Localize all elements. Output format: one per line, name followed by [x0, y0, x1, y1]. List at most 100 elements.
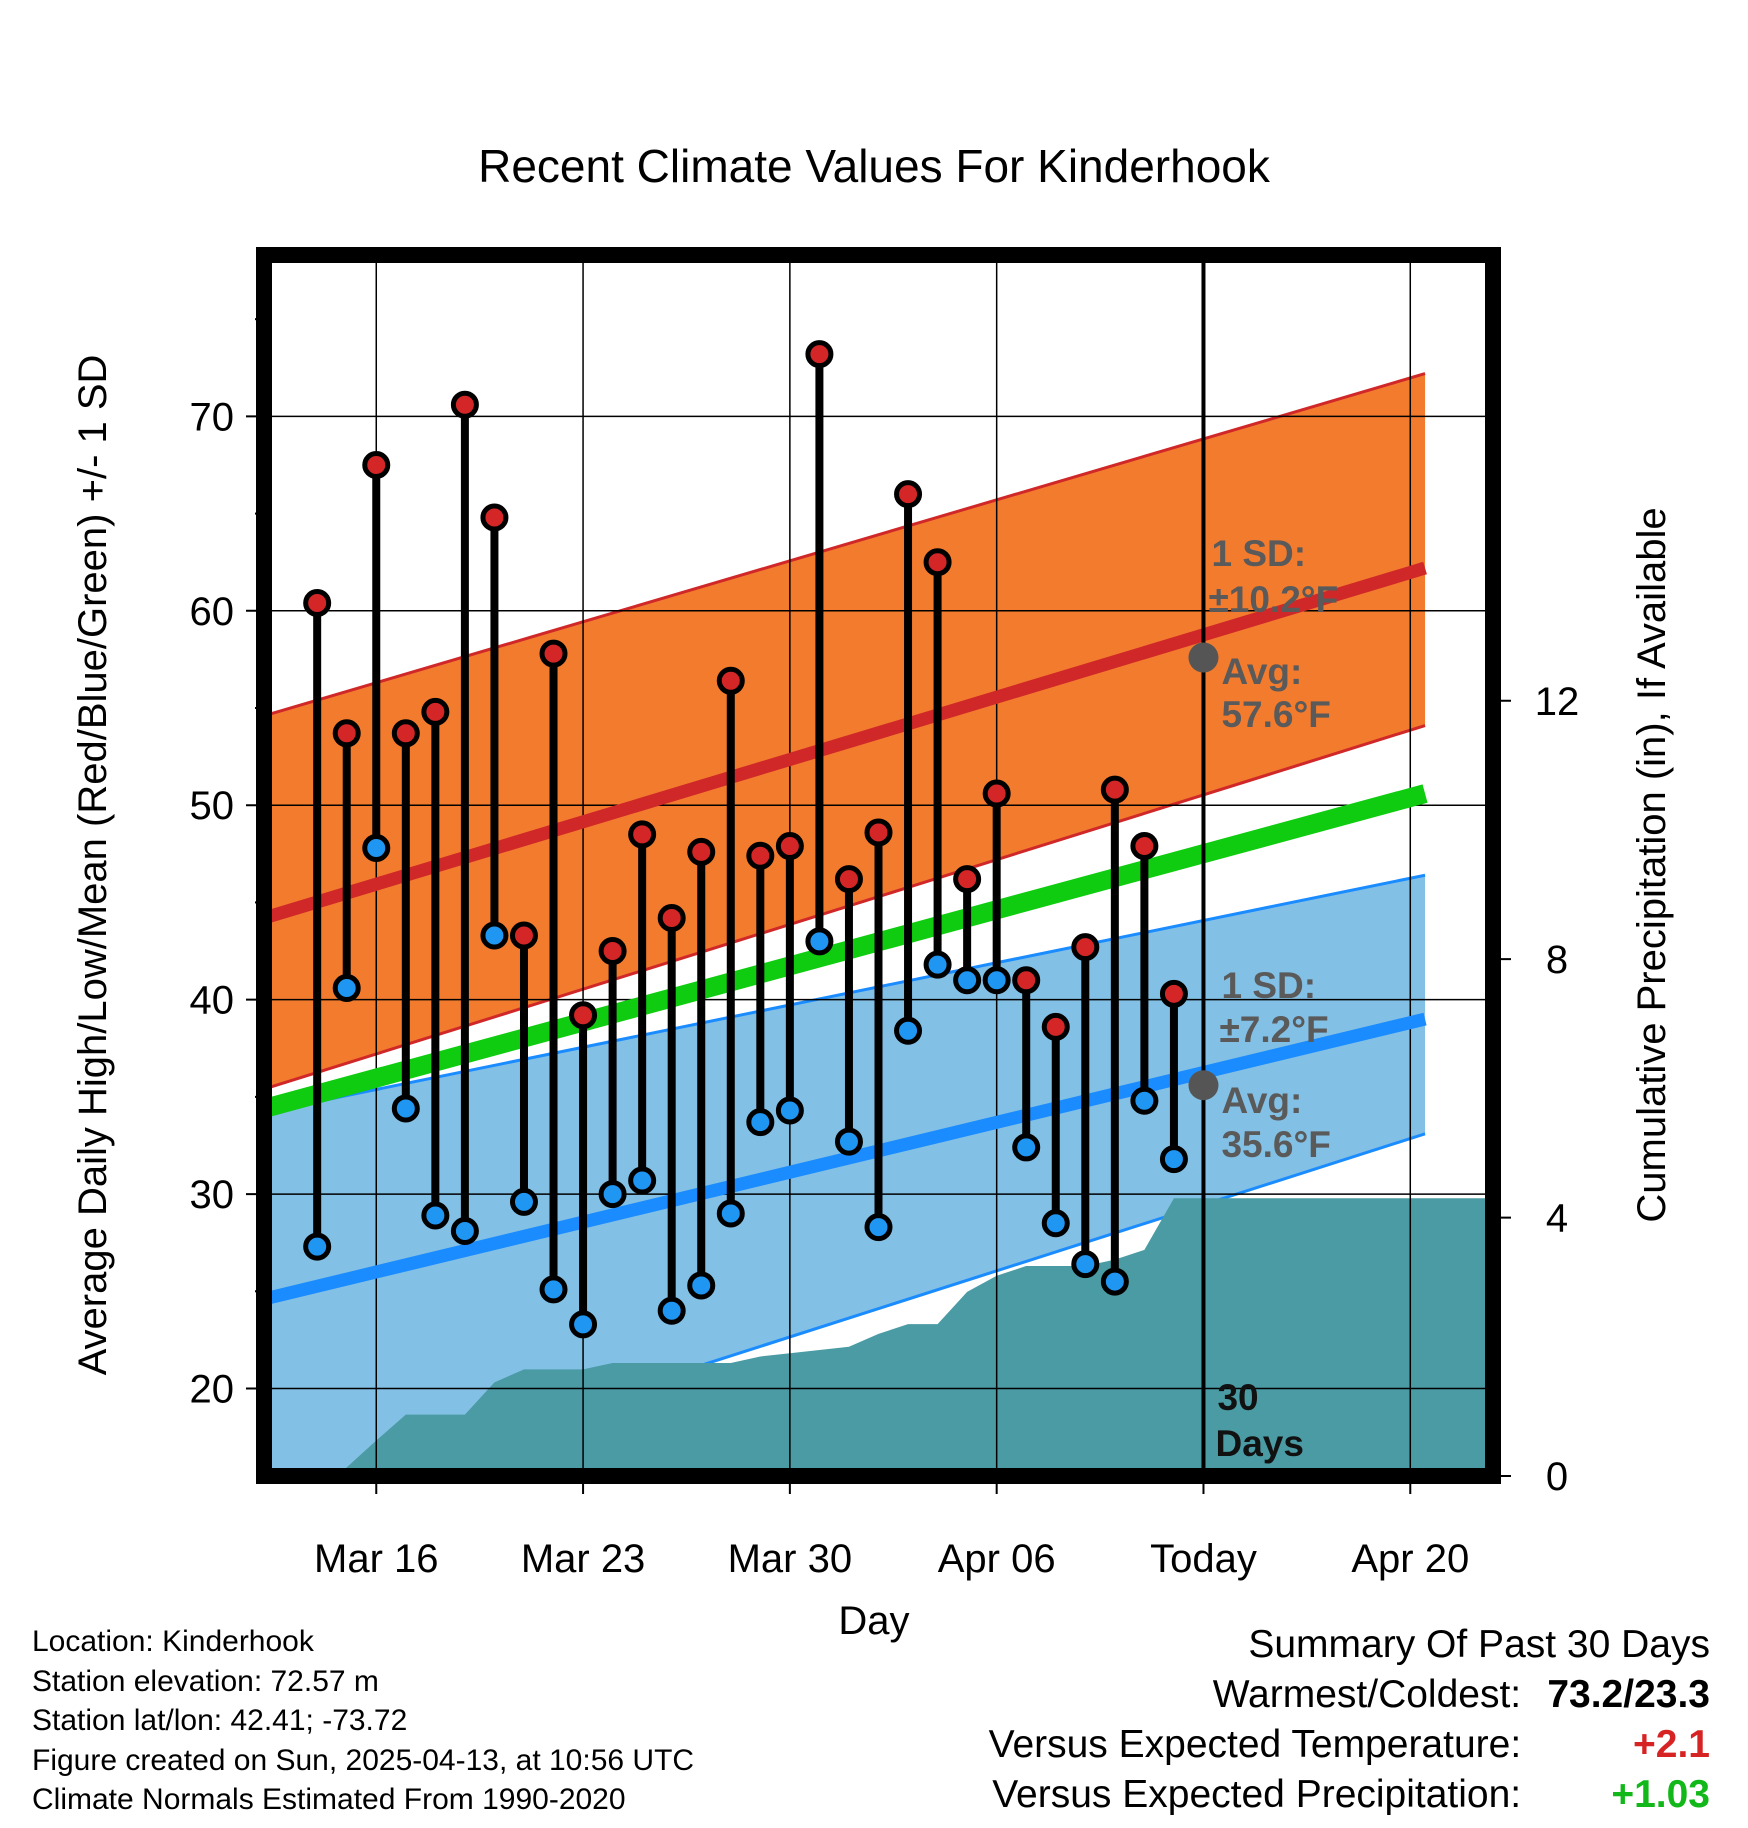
daily-marks — [303, 340, 1188, 1339]
info-elevation: Station elevation: 72.57 m — [32, 1664, 379, 1698]
info-created: Figure created on Sun, 2025-04-13, at 10… — [32, 1743, 695, 1777]
summary-temp-label: Versus Expected Temperature: — [988, 1723, 1522, 1766]
high-band-upper-edge — [264, 372, 1426, 718]
station-info: Location: Kinderhook Station elevation: … — [32, 1622, 694, 1820]
y-tick-label: 30 — [190, 1173, 235, 1217]
daily-low-point — [657, 1296, 686, 1325]
daily-high-point — [421, 697, 450, 726]
daily-low-point — [864, 1213, 893, 1242]
daily-low-point — [923, 950, 952, 979]
y2-axis-label: Cumulative Precipitation (in), If Availa… — [1630, 507, 1674, 1222]
daily-high-point — [687, 837, 716, 866]
high-avg-label: Avg: — [1221, 651, 1302, 692]
daily-low-point — [628, 1166, 657, 1195]
summary-heading: Summary Of Past 30 Days — [1248, 1623, 1710, 1666]
daily-low-point — [421, 1201, 450, 1230]
daily-high-point — [303, 589, 332, 618]
daily-high-point — [391, 719, 420, 748]
y2-tick-label: 12 — [1535, 680, 1580, 724]
daily-high-point — [894, 480, 923, 509]
daily-low-point — [598, 1180, 627, 1209]
y-tick-label: 60 — [190, 590, 235, 634]
x-tick-label: Mar 16 — [314, 1537, 439, 1581]
daily-low-point — [805, 927, 834, 956]
daily-low-point — [953, 966, 982, 995]
x-tick-label: Apr 06 — [938, 1537, 1056, 1581]
high-band-lower-edge — [264, 724, 1426, 1091]
x-axis-label: Day — [838, 1599, 909, 1643]
daily-high-point — [598, 937, 627, 966]
high-sd-value: ±10.2°F — [1208, 579, 1338, 620]
summary-precip-label: Versus Expected Precipitation: — [992, 1773, 1522, 1816]
summary-panel: Summary Of Past 30 Days Warmest/Coldest:… — [989, 1620, 1710, 1820]
low-sd-band — [264, 875, 1426, 1476]
daily-low-point — [1041, 1209, 1070, 1238]
low-avg-marker — [1188, 1070, 1219, 1101]
daily-high-point — [1130, 832, 1159, 861]
y-axis-label: Average Daily High/Low/Mean (Red/Blue/Gr… — [71, 355, 115, 1376]
low-avg-label: Avg: — [1221, 1080, 1302, 1121]
daily-low-point — [716, 1199, 745, 1228]
info-normals: Climate Normals Estimated From 1990-2020 — [32, 1783, 626, 1816]
x-tick-label: Mar 23 — [521, 1537, 646, 1581]
summary-temp-value: +2.1 — [1633, 1723, 1710, 1766]
daily-high-point — [362, 450, 391, 479]
y-tick-label: 70 — [190, 395, 235, 439]
daily-low-point — [509, 1187, 538, 1216]
y-tick-label: 20 — [190, 1368, 235, 1412]
y2-tick-label: 4 — [1546, 1197, 1568, 1241]
daily-high-point — [1012, 966, 1041, 995]
axis-ticks: 20 30 40 50 60 70 0 4 8 12 Mar 16 Mar 23 Mar 30 Apr 0… — [190, 318, 1580, 1581]
summary-temp-row: Versus Expected Temperature: +2.1 — [989, 1720, 1710, 1770]
today-days-label: Days — [1215, 1423, 1303, 1464]
info-location: Location: Kinderhook — [32, 1625, 314, 1658]
info-latlon: Station lat/lon: 42.41; -73.72 — [32, 1704, 408, 1737]
daily-low-point — [894, 1016, 923, 1045]
daily-high-point — [1041, 1012, 1070, 1041]
daily-high-point — [628, 820, 657, 849]
precip-area — [264, 1198, 1493, 1476]
today-days-count: 30 — [1217, 1377, 1258, 1418]
daily-high-point — [450, 390, 479, 419]
daily-high-point — [982, 779, 1011, 808]
daily-low-point — [775, 1096, 804, 1125]
low-sd-label: 1 SD: — [1221, 965, 1316, 1006]
daily-low-point — [1130, 1086, 1159, 1115]
chart-title: Recent Climate Values For Kinderhook — [478, 140, 1271, 192]
daily-low-point — [834, 1127, 863, 1156]
daily-high-point — [746, 841, 775, 870]
daily-low-point — [539, 1275, 568, 1304]
low-avg-value: 35.6°F — [1221, 1124, 1330, 1165]
daily-low-point — [332, 973, 361, 1002]
daily-low-point — [450, 1217, 479, 1246]
daily-high-point — [1100, 775, 1129, 804]
y2-tick-label: 8 — [1546, 938, 1568, 982]
daily-low-point — [687, 1271, 716, 1300]
high-avg-value: 57.6°F — [1221, 694, 1330, 735]
y-tick-label: 40 — [190, 979, 235, 1023]
high-sd-label: 1 SD: — [1211, 533, 1306, 574]
plot-frame — [256, 247, 1501, 1484]
normal-mean-line — [264, 784, 1428, 1118]
daily-high-point — [716, 666, 745, 695]
daily-high-point — [332, 719, 361, 748]
x-tick-label: Today — [1150, 1537, 1257, 1581]
summary-precip-value: +1.03 — [1611, 1773, 1710, 1816]
daily-high-point — [539, 639, 568, 668]
daily-low-point — [982, 966, 1011, 995]
daily-high-point — [805, 340, 834, 369]
daily-low-point — [569, 1310, 598, 1339]
axes-frame — [256, 247, 1501, 1484]
x-tick-label: Mar 30 — [728, 1537, 853, 1581]
normal-low-line — [264, 1012, 1427, 1306]
summary-warmest-label: Warmest/Coldest: — [1212, 1673, 1522, 1716]
daily-high-point — [834, 865, 863, 894]
daily-high-point — [509, 921, 538, 950]
daily-high-point — [953, 865, 982, 894]
daily-high-point — [775, 832, 804, 861]
y2-tick-label: 0 — [1546, 1455, 1568, 1499]
y-tick-label: 50 — [190, 784, 235, 828]
daily-low-point — [480, 921, 509, 950]
